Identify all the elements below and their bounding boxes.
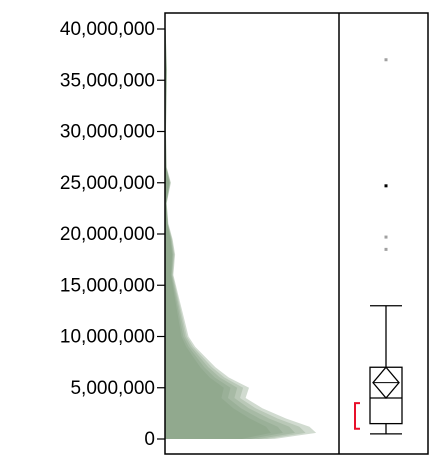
y-tick-label: 5,000,000 [70, 378, 155, 399]
y-tick-label: 0 [144, 429, 155, 450]
plot-frame [164, 12, 429, 455]
shortest-half-bracket [354, 402, 360, 430]
plot-frames [164, 12, 429, 455]
y-tick-label: 15,000,000 [60, 275, 155, 296]
density-layer [165, 29, 306, 439]
outlier-point [384, 58, 388, 62]
y-tick-label: 30,000,000 [60, 122, 155, 143]
mean-diamond [372, 366, 400, 400]
y-tick-label: 40,000,000 [60, 19, 155, 40]
y-tick-label: 20,000,000 [60, 224, 155, 245]
y-axis: 0 5,000,000 10,000,000 15,000,000 20,000,000… [60, 19, 165, 450]
density-layer [165, 29, 271, 439]
density-layer [165, 29, 295, 439]
iqr-box [369, 366, 403, 425]
outlier-point [384, 247, 388, 251]
density-layer [165, 29, 317, 439]
density-plot [165, 29, 317, 439]
outlier-point [384, 184, 388, 188]
outlier-point [384, 235, 388, 239]
box-plot [354, 58, 403, 435]
y-tick-label: 35,000,000 [60, 70, 155, 91]
density-layer [165, 29, 283, 439]
y-tick-label: 10,000,000 [60, 327, 155, 348]
y-tick-label: 25,000,000 [60, 173, 155, 194]
